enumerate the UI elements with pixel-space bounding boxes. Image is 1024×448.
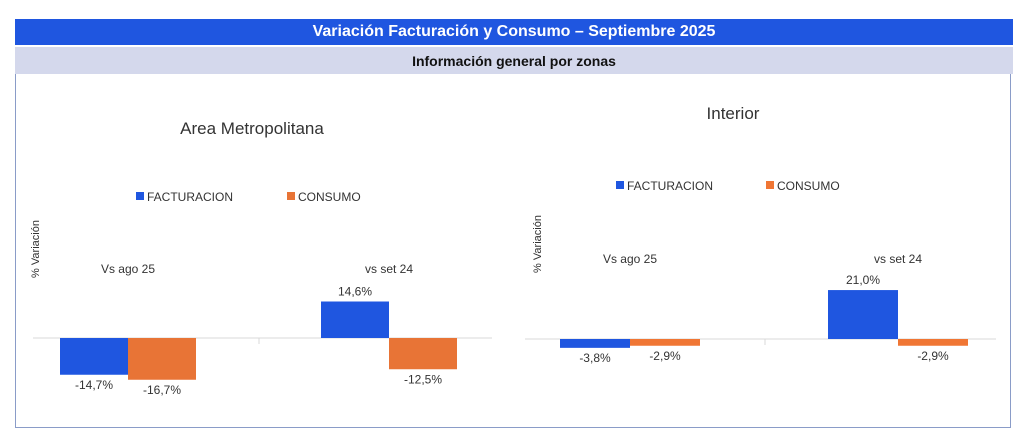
y-axis-label: % Variación — [30, 220, 42, 278]
chart-area-metropolitana: Area Metropolitana FACTURACION CONSUMO %… — [30, 119, 492, 397]
bar-facturacion-0 — [60, 338, 128, 375]
data-label-facturacion-1: 21,0% — [846, 273, 880, 287]
report-subtitle: Información general por zonas — [15, 47, 1013, 74]
report-title: Variación Facturación y Consumo – Septie… — [15, 19, 1013, 45]
data-label-facturacion-0: -14,7% — [75, 378, 113, 392]
chart-title: Interior — [707, 104, 760, 123]
legend-label-consumo: CONSUMO — [298, 190, 361, 204]
data-label-consumo-1: -12,5% — [404, 372, 442, 386]
bar-consumo-0 — [630, 339, 700, 346]
bar-consumo-1 — [898, 339, 968, 346]
bar-consumo-1 — [389, 338, 457, 370]
legend-swatch-facturacion — [136, 192, 144, 200]
legend-label-facturacion: FACTURACION — [147, 190, 233, 204]
data-label-consumo-0: -16,7% — [143, 383, 181, 397]
category-label-0: Vs ago 25 — [603, 252, 657, 266]
category-label-0: Vs ago 25 — [101, 262, 155, 276]
data-label-consumo-1: -2,9% — [917, 349, 949, 363]
chart-title: Area Metropolitana — [180, 119, 324, 138]
data-label-consumo-0: -2,9% — [649, 349, 681, 363]
bar-facturacion-1 — [828, 290, 898, 339]
bar-consumo-0 — [128, 338, 196, 380]
legend-swatch-facturacion — [616, 181, 624, 189]
y-axis-label: % Variación — [532, 215, 544, 273]
category-label-1: vs set 24 — [874, 252, 922, 266]
bar-facturacion-1 — [321, 301, 389, 338]
data-label-facturacion-1: 14,6% — [338, 285, 372, 299]
legend-swatch-consumo — [766, 181, 774, 189]
bar-facturacion-0 — [560, 339, 630, 348]
charts-frame — [15, 74, 1011, 428]
legend-label-consumo: CONSUMO — [777, 179, 840, 193]
category-label-1: vs set 24 — [365, 262, 413, 276]
legend-label-facturacion: FACTURACION — [627, 179, 713, 193]
data-label-facturacion-0: -3,8% — [579, 351, 611, 365]
chart-interior: Interior FACTURACION CONSUMO % Variación… — [525, 104, 996, 365]
legend-swatch-consumo — [287, 192, 295, 200]
